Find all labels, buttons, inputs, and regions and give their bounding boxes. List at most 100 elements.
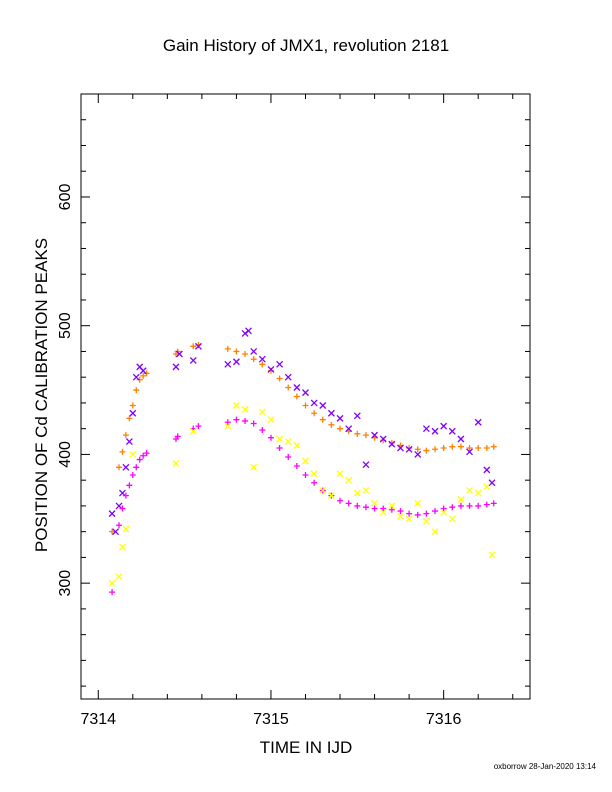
data-point [122,492,129,499]
data-point [337,425,344,432]
data-point [258,408,266,416]
data-point [122,463,130,471]
data-point [122,432,129,439]
data-point [406,510,413,517]
data-point [328,421,335,428]
data-point [129,402,136,409]
data-point [276,444,283,451]
data-point [448,427,456,435]
data-point [302,389,309,397]
data-point [302,472,309,479]
data-point [285,384,292,391]
data-point [241,405,249,413]
plot-frame [80,93,531,700]
data-point [139,367,147,375]
data-point [362,487,370,494]
data-point [431,528,439,536]
data-point [224,360,232,368]
y-tick-label: 500 [57,312,74,339]
data-point [172,459,180,467]
data-point [488,479,496,487]
data-point [245,327,252,335]
data-point [259,361,266,368]
series-2 [108,327,496,536]
data-point [224,419,231,426]
data-point [371,499,379,507]
data-point [422,425,430,433]
data-point [337,497,344,504]
data-point [388,506,395,513]
data-point [440,508,448,516]
data-point [457,443,464,450]
data-point [140,372,147,379]
data-point [125,438,133,446]
y-axis-label-text: POSITION OF Cd CALIBRATION PEAKS [32,237,51,553]
series-4 [108,402,496,587]
ticks-layer: 7314 7315 7316 300 400 500 600 [57,93,530,728]
data-point [319,487,327,494]
data-point [108,579,116,587]
data-point [457,496,465,503]
data-point [475,444,482,451]
data-point [353,412,361,420]
data-point [109,589,116,596]
data-point [119,505,126,512]
data-point [302,402,309,409]
data-point [483,444,490,451]
data-point [276,435,284,443]
data-point [397,508,404,515]
data-point [466,487,474,494]
data-point [276,375,283,382]
data-point [224,422,232,430]
data-point [475,502,482,509]
data-point [457,502,464,509]
data-point [405,515,413,523]
data-point [122,525,130,533]
data-point [267,366,275,373]
data-point [174,433,181,440]
marks-layer [108,327,497,596]
x-tick-label: 7316 [426,711,462,728]
data-point [143,370,150,377]
data-point [190,343,197,350]
data-point [432,446,439,453]
data-point [140,452,147,459]
data-point [126,482,133,489]
data-point [189,427,197,435]
data-point [284,438,292,446]
data-point [311,479,318,486]
data-point [488,551,496,559]
data-point [490,443,497,450]
data-point [345,476,353,484]
data-point [490,500,497,507]
data-point [440,505,447,512]
data-point [189,356,197,364]
data-point [119,448,126,455]
data-point [431,427,439,435]
data-point [310,470,318,478]
data-point [195,423,202,430]
data-point [109,528,116,535]
data-point [129,472,136,479]
data-point [405,445,413,453]
data-point [136,376,143,383]
data-point [267,434,274,441]
data-point [483,501,490,508]
chart-title: Gain History of JMX1, revolution 2181 [162,36,450,55]
data-point [284,373,292,381]
x-tick-label: 7315 [253,711,289,728]
data-point [414,450,422,458]
series-3 [109,416,497,596]
data-point [242,417,249,424]
data-point [388,440,396,448]
data-point [353,489,361,497]
data-point [362,504,369,511]
data-point [115,464,122,471]
data-point [233,348,240,355]
y-tick-label: 400 [57,441,74,468]
data-point [126,415,133,422]
data-point [118,543,126,551]
data-point [285,454,292,460]
data-point [250,420,257,427]
data-point [457,435,465,443]
